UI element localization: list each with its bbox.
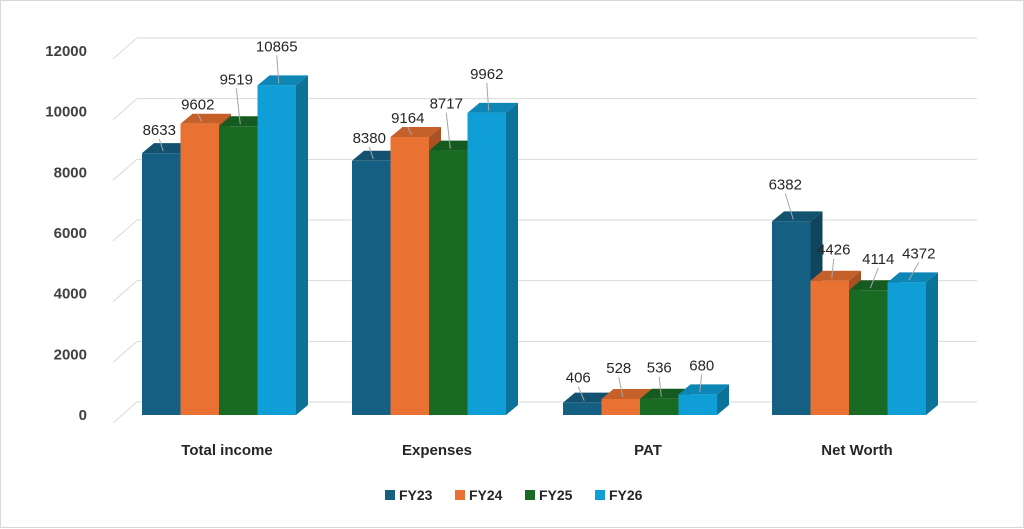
data-label: 9962 — [470, 66, 503, 83]
data-label: 9164 — [391, 110, 424, 127]
data-label: 8380 — [353, 130, 386, 147]
data-label-leader — [235, 88, 241, 125]
legend-label: FY24 — [469, 487, 503, 503]
bar-fy24-pat — [601, 388, 652, 415]
legend-swatch — [455, 490, 465, 500]
y-tick-label: 8000 — [54, 164, 87, 181]
gridline — [112, 340, 977, 363]
bar-fy26-expenses — [467, 102, 518, 415]
bar-fy26-total-income — [257, 75, 308, 415]
data-label-leader — [197, 113, 203, 122]
data-label-leader — [699, 374, 703, 393]
bars — [142, 75, 938, 416]
y-axis: 0 2000 4000 6000 8000 10000 12000 — [45, 43, 87, 424]
data-label: 4426 — [817, 242, 850, 259]
data-label: 8717 — [430, 96, 463, 113]
data-label-leader — [577, 386, 585, 401]
legend-swatch — [385, 490, 395, 500]
y-tick-label: 6000 — [54, 225, 87, 242]
gridline — [112, 219, 977, 242]
data-label: 406 — [566, 370, 591, 387]
bar-fy26-net-worth — [887, 272, 938, 415]
data-label: 8633 — [143, 122, 176, 139]
data-label-leader — [658, 376, 662, 397]
data-label-leader — [831, 258, 835, 279]
data-label-leader — [784, 193, 794, 220]
data-label-leader — [486, 82, 490, 111]
data-label: 680 — [689, 357, 714, 374]
data-label-leader — [276, 55, 280, 84]
legend-item-fy23: FY23 — [385, 487, 433, 503]
data-label: 4114 — [862, 251, 894, 268]
data-label: 536 — [647, 360, 672, 377]
data-label-leader — [445, 112, 451, 149]
x-tick-label: Expenses — [402, 442, 472, 459]
gridline — [112, 158, 977, 181]
legend-label: FY26 — [609, 487, 643, 503]
y-tick-label: 10000 — [45, 104, 87, 121]
legend-item-fy24: FY24 — [455, 487, 503, 503]
data-label-leader — [869, 268, 879, 289]
data-label-leader — [908, 262, 920, 281]
data-label: 9602 — [181, 97, 214, 114]
gridline — [112, 280, 977, 303]
gridlines — [112, 37, 977, 424]
legend: FY23 FY24 FY25 FY26 — [385, 487, 643, 503]
y-tick-label: 4000 — [54, 286, 87, 303]
gridline — [112, 37, 977, 60]
legend-swatch — [525, 490, 535, 500]
y-tick-label: 0 — [79, 407, 87, 424]
y-tick-label: 12000 — [45, 43, 87, 60]
legend-label: FY25 — [539, 487, 573, 503]
data-label: 528 — [606, 360, 631, 377]
x-axis: Total income Expenses PAT Net Worth — [181, 442, 892, 459]
data-label: 9519 — [220, 71, 253, 88]
data-label-leader — [368, 146, 374, 159]
legend-label: FY23 — [399, 487, 433, 503]
bar-fy26-pat — [678, 384, 729, 415]
x-tick-label: Net Worth — [821, 442, 892, 459]
legend-swatch — [595, 490, 605, 500]
data-label: 10865 — [256, 38, 298, 55]
x-tick-label: PAT — [634, 442, 662, 459]
gridline — [112, 98, 977, 121]
data-label-leader — [158, 138, 164, 152]
legend-item-fy26: FY26 — [595, 487, 643, 503]
x-tick-label: Total income — [181, 442, 272, 459]
legend-item-fy25: FY25 — [525, 487, 573, 503]
data-label-leader — [407, 126, 413, 136]
data-label: 6382 — [769, 176, 802, 193]
data-label: 4372 — [902, 245, 935, 262]
y-tick-label: 2000 — [54, 346, 87, 363]
data-label-leader — [618, 376, 624, 398]
